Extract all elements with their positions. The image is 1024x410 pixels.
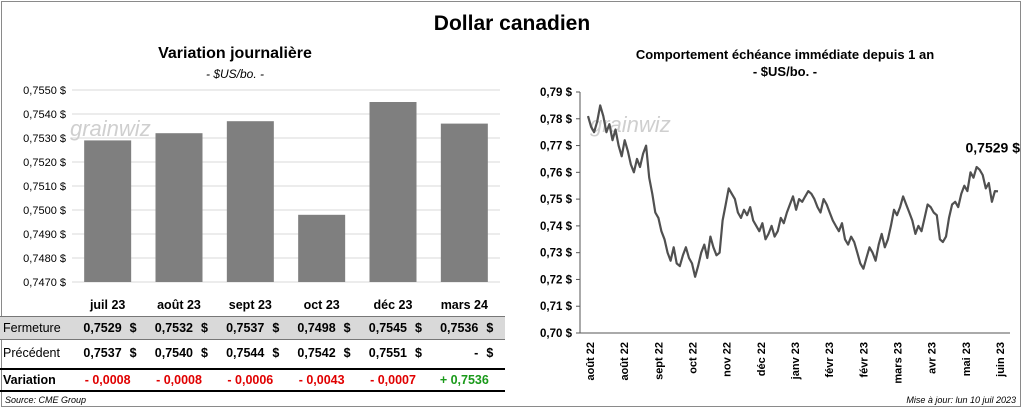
y-tick-label: 0,78 $ [540, 114, 573, 126]
x-tick-label: janv 23 [790, 342, 802, 380]
fermeture-value: 0,7537 [226, 321, 265, 335]
line-chart-title: Comportement échéance immédiate depuis 1… [635, 47, 935, 62]
x-tick-label: déc 22 [756, 342, 768, 376]
variation-cell: - 0,0043 [298, 373, 345, 387]
precedent-value: 0,7540 [154, 346, 193, 360]
bar [369, 102, 417, 282]
x-tick-label: mai 23 [961, 342, 973, 376]
bar-chart-title: Variation journalière [158, 45, 312, 62]
currency-symbol: $ [129, 346, 137, 360]
fermeture-value: 0,7536 [440, 321, 479, 335]
x-tick-label: oct 23 [304, 298, 340, 312]
table-row-fermeture: Fermeture 0,7529 $0,7532 $0,7537 $0,7498 $0,… [0, 316, 505, 340]
row-label-precedent: Précédent [3, 346, 60, 360]
variation-cell: - 0,0006 [227, 373, 274, 387]
x-tick-label: sept 22 [653, 342, 665, 380]
watermark: grainwiz [70, 116, 151, 141]
currency-symbol: $ [201, 321, 208, 335]
currency-symbol: $ [201, 346, 208, 360]
fermeture-value: 0,7498 [297, 321, 336, 335]
currency-symbol: $ [415, 346, 422, 360]
x-tick-label: août 22 [585, 342, 597, 381]
bar [84, 140, 132, 282]
currency-symbol: $ [343, 321, 351, 335]
table-row-precedent: Précédent 0,7537 $0,7540 $0,7544 $0,7542 $0,… [0, 342, 505, 364]
x-tick-label: août 23 [157, 298, 201, 312]
variation-cell: + 0,7536 [439, 373, 489, 387]
x-tick-label: août 22 [619, 342, 631, 381]
bar-chart-subtitle: - $US/bo. - [205, 67, 265, 81]
y-tick-label: 0,77 $ [540, 141, 573, 153]
fermeture-value: 0,7532 [154, 321, 193, 335]
row-label-variation: Variation [3, 373, 56, 387]
y-tick-label: 0,75 $ [540, 194, 573, 206]
x-tick-label: déc 23 [374, 298, 413, 312]
line-chart-subtitle: - $US/bo. - [752, 64, 818, 79]
x-tick-label: févr 23 [824, 342, 836, 377]
bar-chart: 0,7470 $ 0,7480 $ 0,7490 $ 0,7500 $ 0,7510 $… [23, 85, 500, 312]
bar [298, 214, 346, 282]
line-chart: 0,70 $ 0,71 $ 0,72 $ 0,73 $ 0,74 $ 0,75 $ 0,76… [540, 87, 1021, 384]
precedent-value: 0,7544 [226, 346, 265, 360]
fermeture-value: 0,7529 [83, 321, 122, 335]
bar [155, 133, 203, 282]
page-title: Dollar canadien [433, 12, 591, 35]
y-tick-label: 0,7540 $ [23, 109, 66, 121]
bar [226, 121, 274, 282]
table-row-variation: Variation - 0,0008 - 0,0008 - 0,0006 - 0,00… [0, 368, 505, 392]
y-tick-label: 0,7520 $ [23, 157, 66, 169]
last-value-label: 0,7529 $ [966, 139, 1021, 155]
currency-symbol: $ [272, 321, 280, 335]
precedent-value: - [474, 346, 479, 360]
precedent-value: 0,7537 [83, 346, 122, 360]
currency-symbol: $ [272, 346, 280, 360]
y-tick-label: 0,7500 $ [23, 205, 66, 217]
y-tick-label: 0,7550 $ [23, 85, 66, 97]
x-tick-label: juin 23 [995, 342, 1007, 378]
bar [440, 123, 488, 282]
x-tick-label: févr 23 [858, 342, 870, 377]
update-note: Mise à jour: lun 10 juil 2023 [906, 395, 1016, 405]
currency-symbol: $ [343, 346, 351, 360]
x-tick-label: mars 24 [441, 298, 488, 312]
source-note: Source: CME Group [5, 395, 87, 405]
x-tick-label: avr 23 [927, 342, 939, 374]
y-tick-label: 0,7510 $ [23, 181, 66, 193]
y-tick-label: 0,7530 $ [23, 133, 66, 145]
variation-cell: - 0,0007 [370, 373, 416, 387]
y-tick-label: 0,7490 $ [23, 229, 66, 241]
variation-cell: - 0,0008 [84, 373, 131, 387]
currency-symbol: $ [486, 321, 494, 335]
currency-symbol: $ [129, 321, 137, 335]
x-tick-label: juil 23 [89, 298, 125, 312]
y-tick-label: 0,71 $ [540, 301, 573, 313]
currency-symbol: $ [486, 346, 494, 360]
x-tick-label: mars 23 [893, 342, 905, 384]
y-tick-label: 0,72 $ [540, 274, 573, 286]
y-tick-label: 0,70 $ [540, 328, 573, 340]
x-tick-label: oct 22 [688, 342, 700, 374]
row-label-fermeture: Fermeture [3, 321, 61, 335]
currency-symbol: $ [415, 321, 422, 335]
y-tick-label: 0,7480 $ [23, 253, 66, 265]
y-tick-label: 0,73 $ [540, 248, 573, 260]
y-tick-label: 0,79 $ [540, 87, 573, 99]
variation-cell: - 0,0008 [156, 373, 202, 387]
x-tick-label: nov 22 [722, 342, 734, 377]
fermeture-value: 0,7545 [368, 321, 407, 335]
y-tick-label: 0,7470 $ [23, 277, 66, 289]
series-line [586, 104, 999, 278]
y-tick-label: 0,76 $ [540, 167, 573, 179]
x-tick-label: sept 23 [229, 298, 272, 312]
precedent-value: 0,7542 [297, 346, 336, 360]
y-tick-label: 0,74 $ [540, 221, 573, 233]
precedent-value: 0,7551 [368, 346, 407, 360]
